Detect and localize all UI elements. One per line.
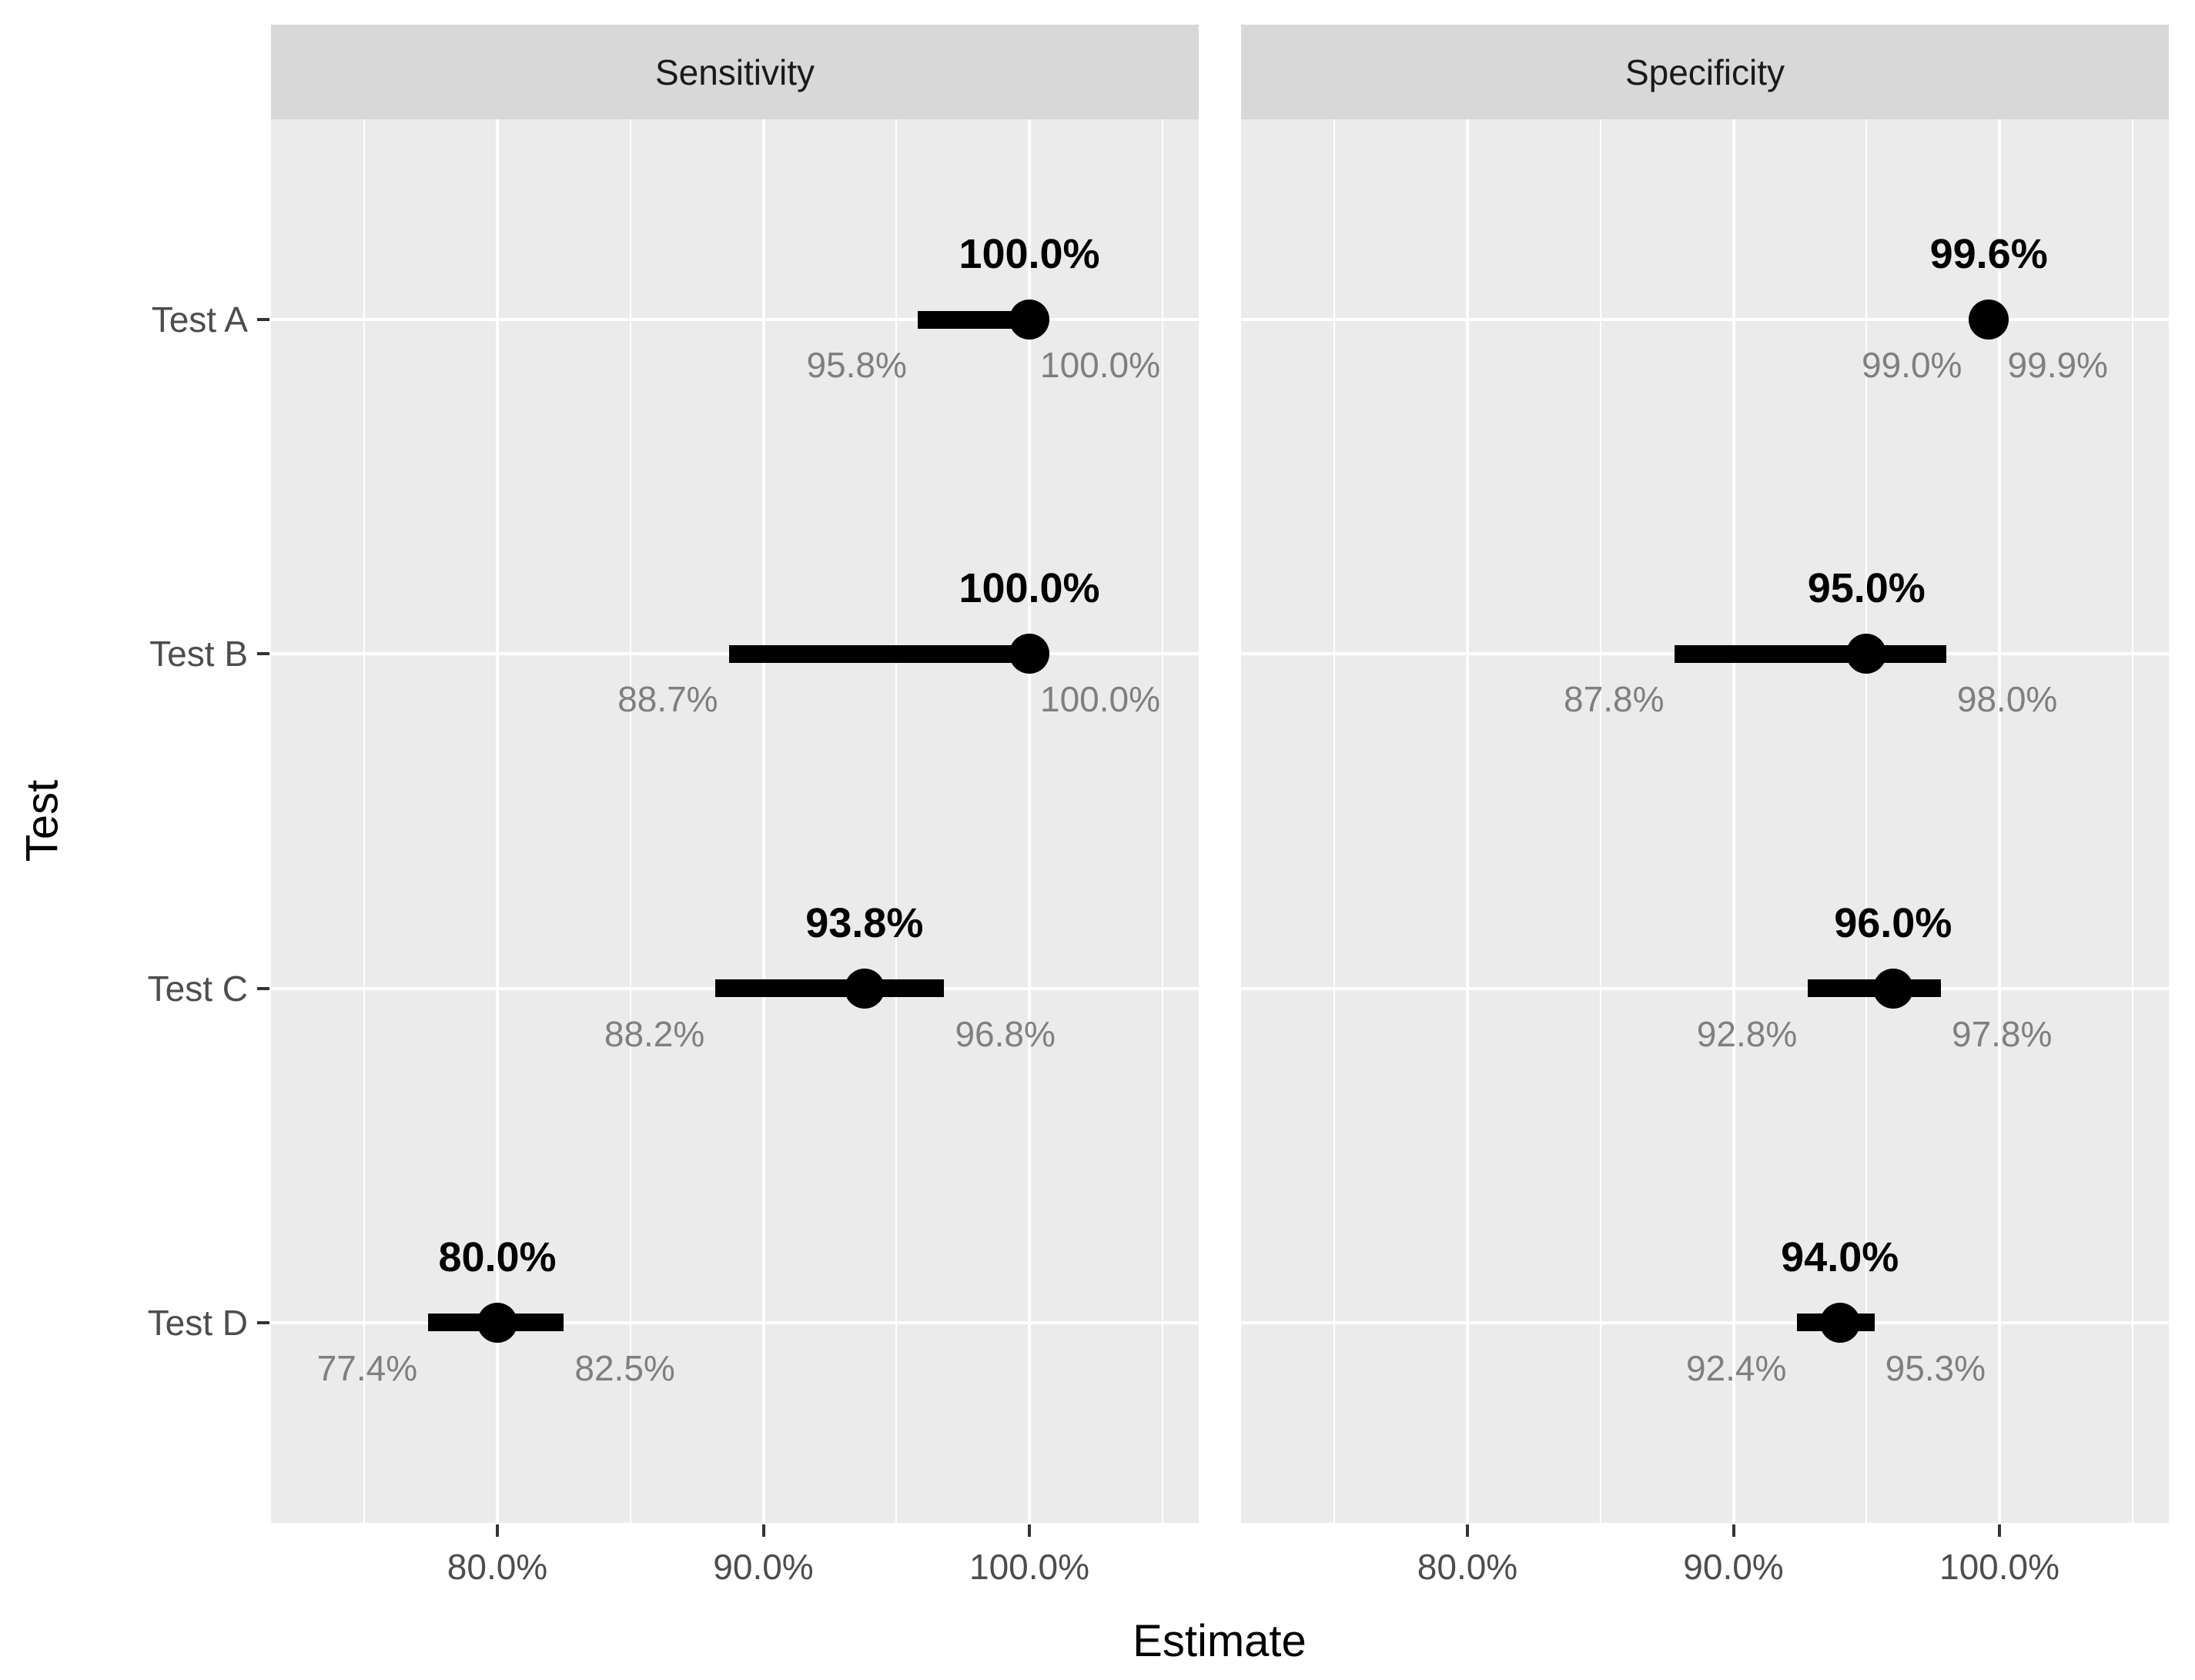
estimate-label: 96.0% bbox=[1834, 899, 1952, 946]
major-gridline-horizontal bbox=[1241, 318, 2169, 322]
ci-lower-label: 88.2% bbox=[604, 1013, 705, 1054]
minor-gridline-vertical bbox=[2131, 119, 2133, 1523]
ci-lower-label: 77.4% bbox=[316, 1347, 418, 1388]
ci-lower-label: 95.8% bbox=[806, 345, 907, 386]
estimate-label: 100.0% bbox=[959, 565, 1100, 612]
major-gridline-vertical bbox=[761, 119, 765, 1523]
y-axis-tick-label: Test D bbox=[147, 1302, 248, 1343]
major-gridline-horizontal bbox=[271, 318, 1199, 322]
y-axis-tick-label: Test B bbox=[149, 634, 248, 674]
ci-upper-label: 99.9% bbox=[2007, 345, 2108, 386]
data-point bbox=[844, 968, 885, 1009]
x-axis-tick-label: 90.0% bbox=[1683, 1547, 1784, 1587]
plot-panel-sensitivity bbox=[271, 119, 1199, 1523]
x-axis-tick-label: 100.0% bbox=[1939, 1547, 2060, 1587]
ci-upper-label: 82.5% bbox=[574, 1347, 675, 1388]
data-point bbox=[1846, 634, 1887, 674]
ci-upper-label: 98.0% bbox=[1956, 679, 2058, 720]
y-axis-tick-mark bbox=[257, 1320, 269, 1324]
data-point bbox=[1969, 300, 2009, 340]
ci-lower-label: 87.8% bbox=[1564, 679, 1665, 720]
y-axis-title: Test bbox=[17, 779, 68, 862]
ci-upper-label: 96.8% bbox=[955, 1013, 1056, 1054]
y-axis-tick-label: Test A bbox=[151, 300, 248, 340]
major-gridline-vertical bbox=[496, 119, 499, 1523]
x-axis-tick-label: 100.0% bbox=[969, 1547, 1090, 1587]
y-axis-tick-label: Test C bbox=[147, 968, 248, 1009]
estimate-label: 95.0% bbox=[1807, 565, 1926, 612]
facet-strip-specificity: Specificity bbox=[1241, 25, 2169, 119]
ci-bar bbox=[715, 979, 945, 998]
estimate-label: 100.0% bbox=[959, 231, 1100, 278]
major-gridline-horizontal bbox=[271, 1320, 1199, 1324]
ci-upper-label: 100.0% bbox=[1040, 345, 1161, 386]
ci-bar bbox=[917, 310, 1029, 329]
estimate-label: 99.6% bbox=[1929, 231, 2048, 278]
ci-lower-label: 92.8% bbox=[1696, 1013, 1798, 1054]
ci-upper-label: 95.3% bbox=[1885, 1347, 1986, 1388]
estimate-label: 93.8% bbox=[805, 899, 924, 946]
minor-gridline-vertical bbox=[1599, 119, 1601, 1523]
minor-gridline-vertical bbox=[895, 119, 898, 1523]
major-gridline-vertical bbox=[1998, 119, 2001, 1523]
y-axis-tick-mark bbox=[257, 986, 269, 990]
data-point bbox=[1819, 1302, 1860, 1343]
x-axis-tick-label: 80.0% bbox=[447, 1547, 548, 1587]
facet-strip-sensitivity: Sensitivity bbox=[271, 25, 1199, 119]
plot-panel-specificity bbox=[1241, 119, 2169, 1523]
data-point bbox=[477, 1302, 517, 1343]
minor-gridline-vertical bbox=[1161, 119, 1163, 1523]
major-gridline-horizontal bbox=[1241, 986, 2169, 990]
x-axis-tick-mark bbox=[1998, 1524, 2001, 1537]
x-axis-tick-mark bbox=[1732, 1524, 1735, 1537]
minor-gridline-vertical bbox=[363, 119, 366, 1523]
ci-lower-label: 88.7% bbox=[617, 679, 718, 720]
ci-lower-label: 99.0% bbox=[1862, 345, 1962, 386]
minor-gridline-vertical bbox=[1865, 119, 1868, 1523]
x-axis-tick-label: 80.0% bbox=[1417, 1547, 1518, 1587]
ci-bar bbox=[728, 644, 1029, 663]
minor-gridline-vertical bbox=[629, 119, 631, 1523]
x-axis-tick-mark bbox=[761, 1524, 765, 1537]
minor-gridline-vertical bbox=[1333, 119, 1336, 1523]
x-axis-tick-mark bbox=[1028, 1524, 1031, 1537]
ci-bar bbox=[1675, 644, 1946, 663]
estimate-label: 80.0% bbox=[438, 1233, 557, 1280]
y-axis-tick-mark bbox=[257, 318, 269, 322]
y-axis-tick-mark bbox=[257, 652, 269, 656]
data-point bbox=[1009, 300, 1049, 340]
major-gridline-vertical bbox=[1466, 119, 1469, 1523]
estimate-label: 94.0% bbox=[1781, 1233, 1899, 1280]
data-point bbox=[1009, 634, 1049, 674]
x-axis-tick-mark bbox=[496, 1524, 499, 1537]
major-gridline-vertical bbox=[1028, 119, 1031, 1523]
x-axis-tick-mark bbox=[1466, 1524, 1469, 1537]
x-axis-tick-label: 90.0% bbox=[713, 1547, 814, 1587]
data-point bbox=[1872, 968, 1913, 1009]
ci-lower-label: 92.4% bbox=[1685, 1347, 1787, 1388]
major-gridline-vertical bbox=[1732, 119, 1735, 1523]
ci-upper-label: 100.0% bbox=[1040, 679, 1161, 720]
major-gridline-horizontal bbox=[1241, 1320, 2169, 1324]
x-axis-title: Estimate bbox=[1133, 1616, 1307, 1666]
ci-upper-label: 97.8% bbox=[1951, 1013, 2053, 1054]
